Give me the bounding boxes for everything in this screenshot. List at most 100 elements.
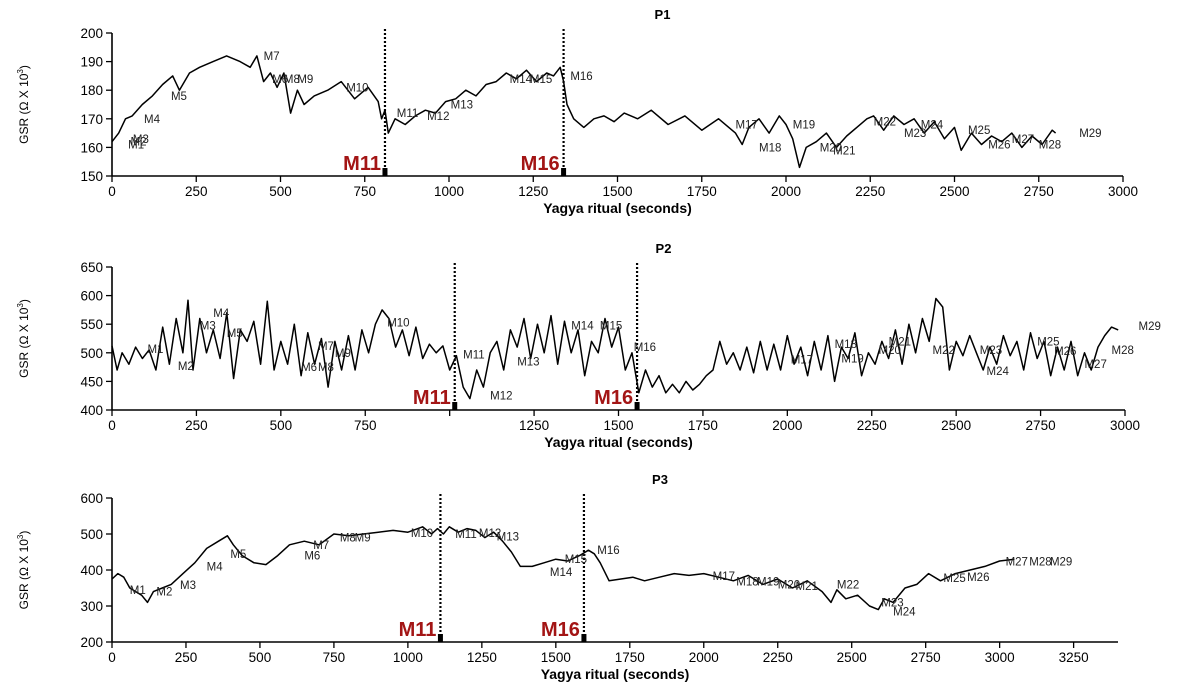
x-tick-label: 3000 xyxy=(1108,184,1138,199)
y-tick-label: 160 xyxy=(80,140,103,155)
x-tick-label: 1750 xyxy=(688,418,718,433)
y-axis-title: GSR (Ω X 103) xyxy=(16,531,31,610)
marker-label: M4 xyxy=(213,308,230,320)
x-tick-label: 250 xyxy=(185,418,208,433)
x-tick-label: 750 xyxy=(323,650,346,665)
reference-tick-m16 xyxy=(561,168,567,176)
reference-label-m16: M16 xyxy=(541,619,580,641)
chart-p2: P2 400 450 500 550 600 650 0 250 500 750 1250 1500 17… xyxy=(16,241,1161,450)
marker-label: M9 xyxy=(297,74,313,86)
marker-label: M10 xyxy=(411,528,433,540)
x-tick-label: 2500 xyxy=(939,184,969,199)
x-axis-title: Yagya ritual (seconds) xyxy=(541,666,690,682)
marker-label: M6 xyxy=(301,362,317,374)
marker-label: M25 xyxy=(943,573,965,585)
y-tick-label: 650 xyxy=(80,260,103,275)
marker-label: M15 xyxy=(600,320,622,332)
x-tick-label: 3000 xyxy=(985,650,1015,665)
marker-label: M19 xyxy=(757,577,779,589)
marker-label: M28 xyxy=(1029,557,1051,569)
y-tick-label: 300 xyxy=(80,599,103,614)
y-tick-label: 190 xyxy=(80,55,103,70)
chart-title: P1 xyxy=(655,7,671,22)
x-tick-label: 250 xyxy=(175,650,198,665)
x-tick-label: 3000 xyxy=(1110,418,1140,433)
marker-label: M9 xyxy=(335,348,351,360)
marker-label: M9 xyxy=(355,533,371,545)
x-tick-label: 1000 xyxy=(434,184,464,199)
reference-tick-m16 xyxy=(634,402,640,410)
y-tick-label: 170 xyxy=(80,112,103,127)
marker-label: M1 xyxy=(147,344,163,356)
marker-label: M22 xyxy=(874,117,896,129)
marker-label: M13 xyxy=(517,356,539,368)
x-tick-label: 1500 xyxy=(603,418,633,433)
marker-label: M22 xyxy=(837,579,859,591)
marker-label: M29 xyxy=(1050,557,1072,569)
marker-label: M24 xyxy=(987,366,1010,378)
marker-label: M14 xyxy=(510,74,533,86)
marker-label: M26 xyxy=(1054,346,1076,358)
x-tick-label: 500 xyxy=(249,650,272,665)
marker-label: M8 xyxy=(318,362,334,374)
marker-label: M17 xyxy=(713,571,735,583)
marker-label: M12 xyxy=(427,111,449,123)
marker-label: M27 xyxy=(1084,359,1106,371)
marker-label: M10 xyxy=(387,317,409,329)
x-tick-label: 1250 xyxy=(467,650,497,665)
marker-label: M11 xyxy=(463,350,485,362)
marker-label: M12 xyxy=(490,391,512,403)
marker-label: M28 xyxy=(1111,345,1133,357)
marker-label: M7 xyxy=(318,341,334,353)
marker-label: M2 xyxy=(156,587,172,599)
marker-label: M5 xyxy=(230,549,246,561)
marker-label: M18 xyxy=(759,142,781,154)
x-tick-label: 1250 xyxy=(519,418,549,433)
marker-label: M26 xyxy=(967,572,989,584)
x-tick-label: 750 xyxy=(353,184,376,199)
y-tick-label: 600 xyxy=(80,289,103,304)
reference-tick-m11 xyxy=(382,168,388,176)
marker-label: M7 xyxy=(313,540,329,552)
marker-label: M14 xyxy=(571,320,594,332)
marker-label: M3 xyxy=(180,580,196,592)
marker-label: M8 xyxy=(340,533,356,545)
marker-label: M28 xyxy=(1039,140,1061,152)
x-tick-label: 1500 xyxy=(541,650,571,665)
marker-label: M17 xyxy=(735,120,757,132)
marker-label: M26 xyxy=(988,140,1010,152)
x-tick-label: 1500 xyxy=(602,184,632,199)
x-tick-label: 3250 xyxy=(1059,650,1089,665)
chart-title: P2 xyxy=(656,241,672,256)
y-tick-label: 550 xyxy=(80,317,103,332)
marker-label: M11 xyxy=(397,108,419,120)
marker-label: M15 xyxy=(530,74,552,86)
y-tick-label: 200 xyxy=(80,26,103,41)
y-axis-title: GSR (Ω X 103) xyxy=(16,65,31,144)
marker-label: M17 xyxy=(791,355,813,367)
marker-label: M6 xyxy=(304,551,320,563)
x-tick-label: 2250 xyxy=(763,650,793,665)
marker-label: M7 xyxy=(264,51,280,63)
marker-label: M6 xyxy=(272,74,288,86)
reference-tick-m11 xyxy=(452,402,458,410)
marker-label: M27 xyxy=(1012,134,1034,146)
marker-label: M29 xyxy=(1139,321,1161,333)
y-tick-label: 500 xyxy=(80,527,103,542)
x-tick-label: 1250 xyxy=(518,184,548,199)
marker-label: M5 xyxy=(227,328,243,340)
y-axis-title: GSR (Ω X 103) xyxy=(16,299,31,378)
marker-label: M1 xyxy=(130,585,146,597)
marker-label: M25 xyxy=(968,125,990,137)
x-tick-label: 2500 xyxy=(941,418,971,433)
x-tick-label: 0 xyxy=(108,418,116,433)
y-tick-label: 400 xyxy=(80,563,103,578)
marker-label: M4 xyxy=(207,561,224,573)
x-tick-label: 1000 xyxy=(393,650,423,665)
marker-label: M16 xyxy=(634,342,656,354)
reference-label-m11: M11 xyxy=(399,619,437,641)
gsr-series-line xyxy=(111,297,1119,400)
marker-label: M5 xyxy=(171,91,187,103)
